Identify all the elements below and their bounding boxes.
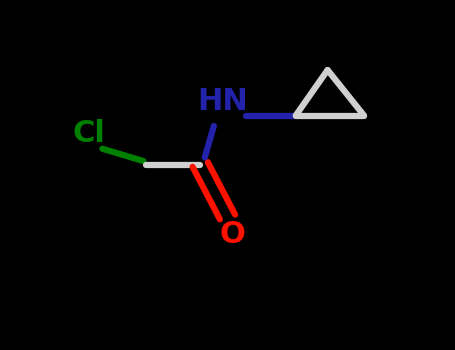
Text: HN: HN bbox=[197, 87, 248, 116]
Text: Cl: Cl bbox=[72, 119, 105, 147]
Text: O: O bbox=[219, 220, 245, 249]
